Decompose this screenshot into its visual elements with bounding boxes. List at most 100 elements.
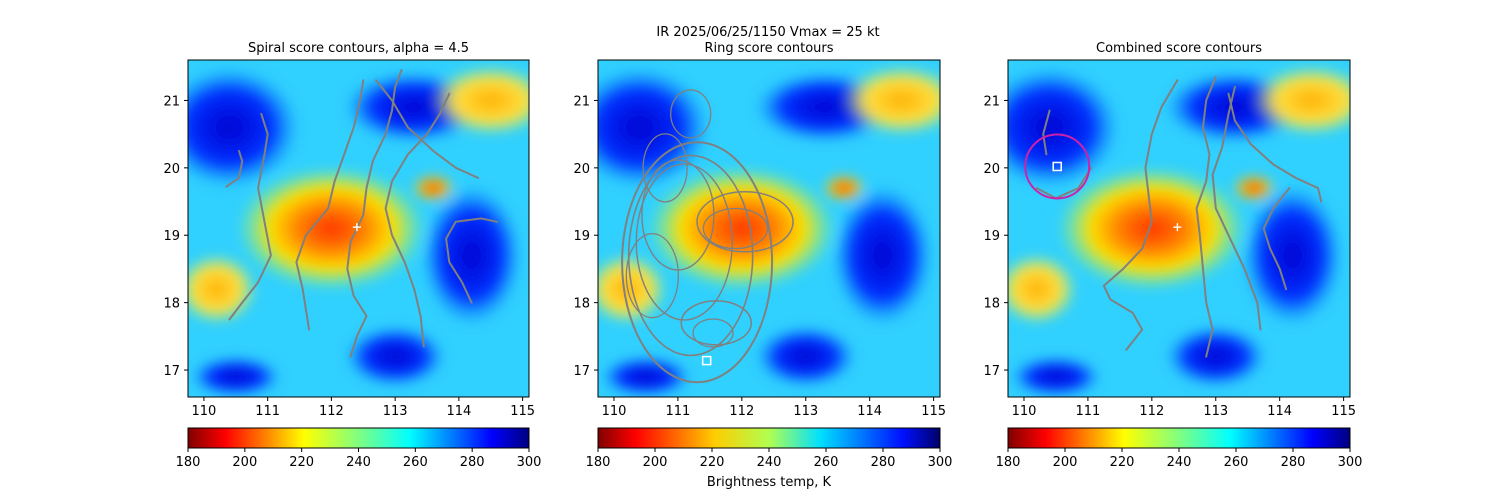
y-tick-label: 19 bbox=[163, 229, 180, 244]
x-tick-label: 110 bbox=[602, 404, 627, 419]
panel-title: Combined score contours bbox=[1096, 41, 1262, 56]
x-tick-label: 111 bbox=[255, 404, 280, 419]
y-tick-label: 17 bbox=[573, 364, 590, 379]
ring-contour bbox=[642, 133, 688, 203]
ring-contour bbox=[621, 141, 774, 384]
colorbar-tick-label: 220 bbox=[700, 455, 725, 470]
contour-line bbox=[1035, 166, 1093, 200]
x-tick-label: 114 bbox=[446, 404, 471, 419]
y-tick-label: 21 bbox=[163, 94, 180, 109]
y-tick-label: 17 bbox=[163, 364, 180, 379]
best-marker bbox=[1052, 161, 1062, 172]
colorbar-tick-label: 260 bbox=[814, 455, 839, 470]
colorbar-label: Brightness temp, K bbox=[707, 475, 832, 490]
ring-contour bbox=[692, 318, 734, 348]
x-tick-label: 115 bbox=[510, 404, 535, 419]
x-tick-label: 111 bbox=[665, 404, 690, 419]
colorbar: 180 200 220 240 260 280 300 bbox=[996, 427, 1363, 470]
y-tick-label: 19 bbox=[573, 229, 590, 244]
colorbar-tick-label: 240 bbox=[1167, 455, 1192, 470]
score-contours bbox=[225, 69, 499, 358]
panel-3: Combined score contours 110 111 112 113 114 11… bbox=[983, 41, 1363, 470]
colorbar-tick-label: 200 bbox=[232, 455, 257, 470]
colorbar-tick-label: 220 bbox=[289, 455, 314, 470]
x-tick-label: 112 bbox=[1139, 404, 1164, 419]
contour-line bbox=[1042, 109, 1051, 156]
y-tick-label: 18 bbox=[983, 297, 1000, 312]
x-tick-label: 115 bbox=[1331, 404, 1356, 419]
contour-line bbox=[295, 79, 365, 331]
ring-contour bbox=[670, 89, 712, 139]
colorbar-tick-label: 300 bbox=[928, 455, 953, 470]
colorbar-scale bbox=[187, 427, 530, 449]
panel-title: Spiral score contours, alpha = 4.5 bbox=[248, 41, 469, 56]
y-tick-label: 19 bbox=[983, 229, 1000, 244]
plot-frame bbox=[597, 59, 941, 398]
panel-1: Spiral score contours, alpha = 4.5 110 111… bbox=[163, 41, 541, 470]
x-tick-label: 112 bbox=[319, 404, 344, 419]
y-tick-label: 21 bbox=[573, 94, 590, 109]
x-tick-label: 115 bbox=[921, 404, 946, 419]
contour-line bbox=[228, 112, 272, 321]
y-tick-label: 20 bbox=[573, 162, 590, 177]
contour-line bbox=[1195, 75, 1217, 358]
x-tick-label: 111 bbox=[1075, 404, 1100, 419]
colorbar-tick-label: 180 bbox=[176, 455, 201, 470]
panel-2: Ring score contours 110 111 112 113 114 115 17 1… bbox=[573, 41, 953, 470]
colorbar-tick-label: 260 bbox=[403, 455, 428, 470]
colorbar-tick-label: 240 bbox=[757, 455, 782, 470]
colorbar-tick-label: 280 bbox=[460, 455, 485, 470]
colorbar-tick-label: 180 bbox=[996, 455, 1021, 470]
colorbar-tick-label: 240 bbox=[346, 455, 371, 470]
colorbar: 180 200 220 240 260 280 300 bbox=[586, 427, 953, 470]
ring-contour bbox=[696, 191, 794, 253]
panel-title: Ring score contours bbox=[704, 41, 833, 56]
colorbar-tick-label: 180 bbox=[586, 455, 611, 470]
y-tick-label: 17 bbox=[983, 364, 1000, 379]
center-marker bbox=[1173, 223, 1182, 232]
colorbar-tick-label: 260 bbox=[1224, 455, 1249, 470]
contour-line bbox=[1227, 92, 1323, 203]
ir-image bbox=[598, 60, 940, 397]
contour-line bbox=[1262, 187, 1291, 291]
ring-contour bbox=[702, 207, 769, 250]
colorbar-scale bbox=[597, 427, 941, 449]
x-tick-label: 114 bbox=[1267, 404, 1292, 419]
x-tick-label: 112 bbox=[729, 404, 754, 419]
ir-image bbox=[188, 60, 529, 397]
colorbar-tick-label: 220 bbox=[1110, 455, 1135, 470]
colorbar-tick-label: 300 bbox=[1338, 455, 1363, 470]
contour-line bbox=[1211, 86, 1262, 331]
contour-line bbox=[1102, 79, 1179, 351]
center-marker bbox=[352, 223, 361, 232]
ir-image bbox=[1008, 60, 1350, 397]
colorbar: 180 200 220 240 260 280 300 bbox=[176, 427, 541, 470]
figure-suptitle: IR 2025/06/25/1150 Vmax = 25 kt bbox=[656, 25, 879, 40]
y-tick-label: 18 bbox=[163, 297, 180, 312]
plot-frame bbox=[1007, 59, 1351, 398]
x-tick-label: 113 bbox=[793, 404, 818, 419]
x-tick-label: 114 bbox=[857, 404, 882, 419]
y-tick-label: 21 bbox=[983, 94, 1000, 109]
colorbar-scale bbox=[1007, 427, 1351, 449]
ring-contour bbox=[627, 154, 754, 357]
y-tick-label: 18 bbox=[573, 297, 590, 312]
x-tick-label: 113 bbox=[383, 404, 408, 419]
x-tick-label: 110 bbox=[1012, 404, 1037, 419]
colorbar-tick-label: 280 bbox=[871, 455, 896, 470]
best-marker bbox=[701, 355, 712, 366]
x-tick-label: 113 bbox=[1203, 404, 1228, 419]
ring-contour bbox=[680, 300, 753, 346]
y-tick-label: 20 bbox=[983, 162, 1000, 177]
ring-circle bbox=[1024, 133, 1091, 200]
ring-contour bbox=[625, 233, 679, 319]
contour-line bbox=[384, 92, 451, 348]
y-tick-label: 20 bbox=[163, 162, 180, 177]
contour-line bbox=[346, 69, 403, 358]
colorbar-tick-label: 280 bbox=[1281, 455, 1306, 470]
contour-line bbox=[445, 217, 499, 304]
colorbar-tick-label: 200 bbox=[1053, 455, 1078, 470]
score-contours bbox=[1035, 75, 1323, 358]
contour-line bbox=[225, 150, 244, 188]
score-contours bbox=[621, 89, 794, 384]
